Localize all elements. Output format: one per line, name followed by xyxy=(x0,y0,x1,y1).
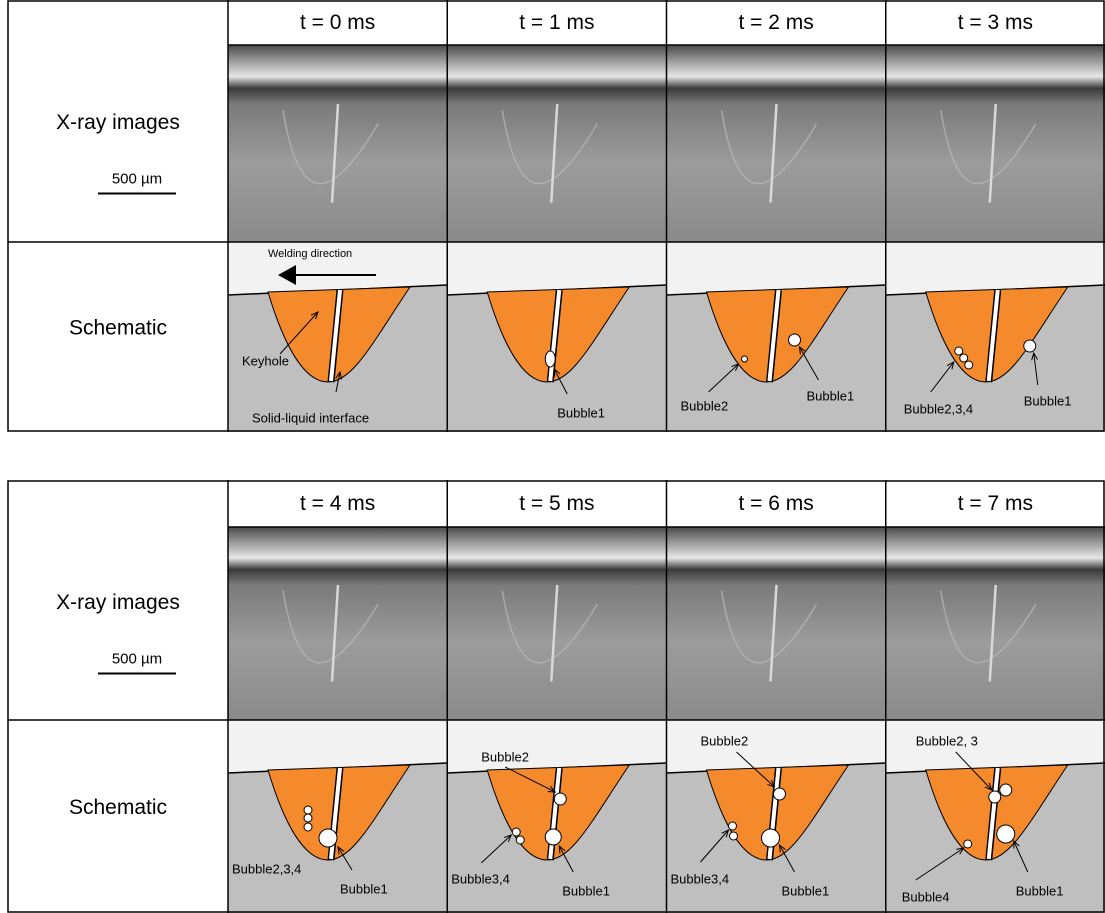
annotation: Bubble2,3,4 xyxy=(904,401,973,416)
xray-image xyxy=(228,45,447,242)
bubble xyxy=(742,356,748,362)
bubble xyxy=(304,806,312,814)
bubble xyxy=(1000,784,1012,796)
annotation: Bubble1 xyxy=(1024,393,1072,408)
xray-image xyxy=(447,527,666,720)
row-label: Schematic xyxy=(69,317,167,340)
bubble xyxy=(512,828,520,836)
xray-image xyxy=(667,527,886,720)
xray-image xyxy=(886,45,1105,242)
annotation: Bubble1 xyxy=(807,388,855,403)
xray-image xyxy=(447,45,666,242)
bubble xyxy=(554,793,566,805)
time-label: t = 1 ms xyxy=(519,11,594,34)
time-label: t = 5 ms xyxy=(519,492,594,515)
row-label: X-ray images xyxy=(56,591,180,614)
bubble xyxy=(997,825,1015,843)
annotation: Bubble1 xyxy=(340,881,388,896)
bubble xyxy=(965,361,973,369)
figure-panel: X-ray images 500 µm Schematic t = 4 ms Bubbl… xyxy=(8,480,1105,913)
time-label: t = 7 ms xyxy=(958,492,1033,515)
time-label: t = 3 ms xyxy=(958,11,1033,34)
annotation: Bubble3,4 xyxy=(451,871,510,886)
bubble xyxy=(964,840,972,848)
annotation: Bubble1 xyxy=(1016,883,1064,898)
bubble xyxy=(545,829,561,845)
bubble xyxy=(304,823,312,831)
time-label: t = 0 ms xyxy=(300,11,375,34)
bubble xyxy=(516,836,524,844)
bubble xyxy=(774,788,786,800)
annotation: Welding direction xyxy=(268,248,352,260)
bubble xyxy=(545,351,555,367)
annotation: Bubble2 xyxy=(681,398,729,413)
row-label: X-ray images xyxy=(56,111,180,134)
bubble xyxy=(960,354,968,362)
scale-bar-label: 500 µm xyxy=(112,650,162,667)
annotation: Bubble2, 3 xyxy=(916,733,978,748)
annotation: Bubble1 xyxy=(562,883,610,898)
bubble xyxy=(762,829,780,847)
xray-image xyxy=(228,527,447,720)
xray-image xyxy=(886,527,1105,720)
bubble xyxy=(789,334,801,346)
bubble xyxy=(729,822,737,830)
bubble xyxy=(319,829,337,847)
bubble xyxy=(989,791,1001,803)
time-label: t = 4 ms xyxy=(300,492,375,515)
time-label: t = 6 ms xyxy=(738,492,813,515)
annotation: Bubble1 xyxy=(557,405,605,420)
annotation: Bubble3,4 xyxy=(671,871,730,886)
xray-image xyxy=(667,45,886,242)
bubble xyxy=(955,347,963,355)
time-label: t = 2 ms xyxy=(738,11,813,34)
annotation: Keyhole xyxy=(242,353,289,368)
annotation: Bubble2 xyxy=(701,733,749,748)
annotation: Bubble2,3,4 xyxy=(232,861,301,876)
annotation: Bubble4 xyxy=(902,889,950,904)
annotation: Bubble2 xyxy=(481,749,529,764)
scale-bar-label: 500 µm xyxy=(112,170,162,187)
figure-panel: X-ray images 500 µm Schematic t = 0 ms Weldi… xyxy=(8,0,1105,432)
bubble xyxy=(730,832,738,840)
figure: X-ray images 500 µm Schematic t = 0 ms Weldi… xyxy=(0,0,1105,913)
row-label: Schematic xyxy=(69,796,167,819)
bubble xyxy=(304,814,312,822)
annotation: Bubble1 xyxy=(782,883,830,898)
annotation: Solid-liquid interface xyxy=(252,410,369,425)
bubble xyxy=(1024,340,1036,352)
